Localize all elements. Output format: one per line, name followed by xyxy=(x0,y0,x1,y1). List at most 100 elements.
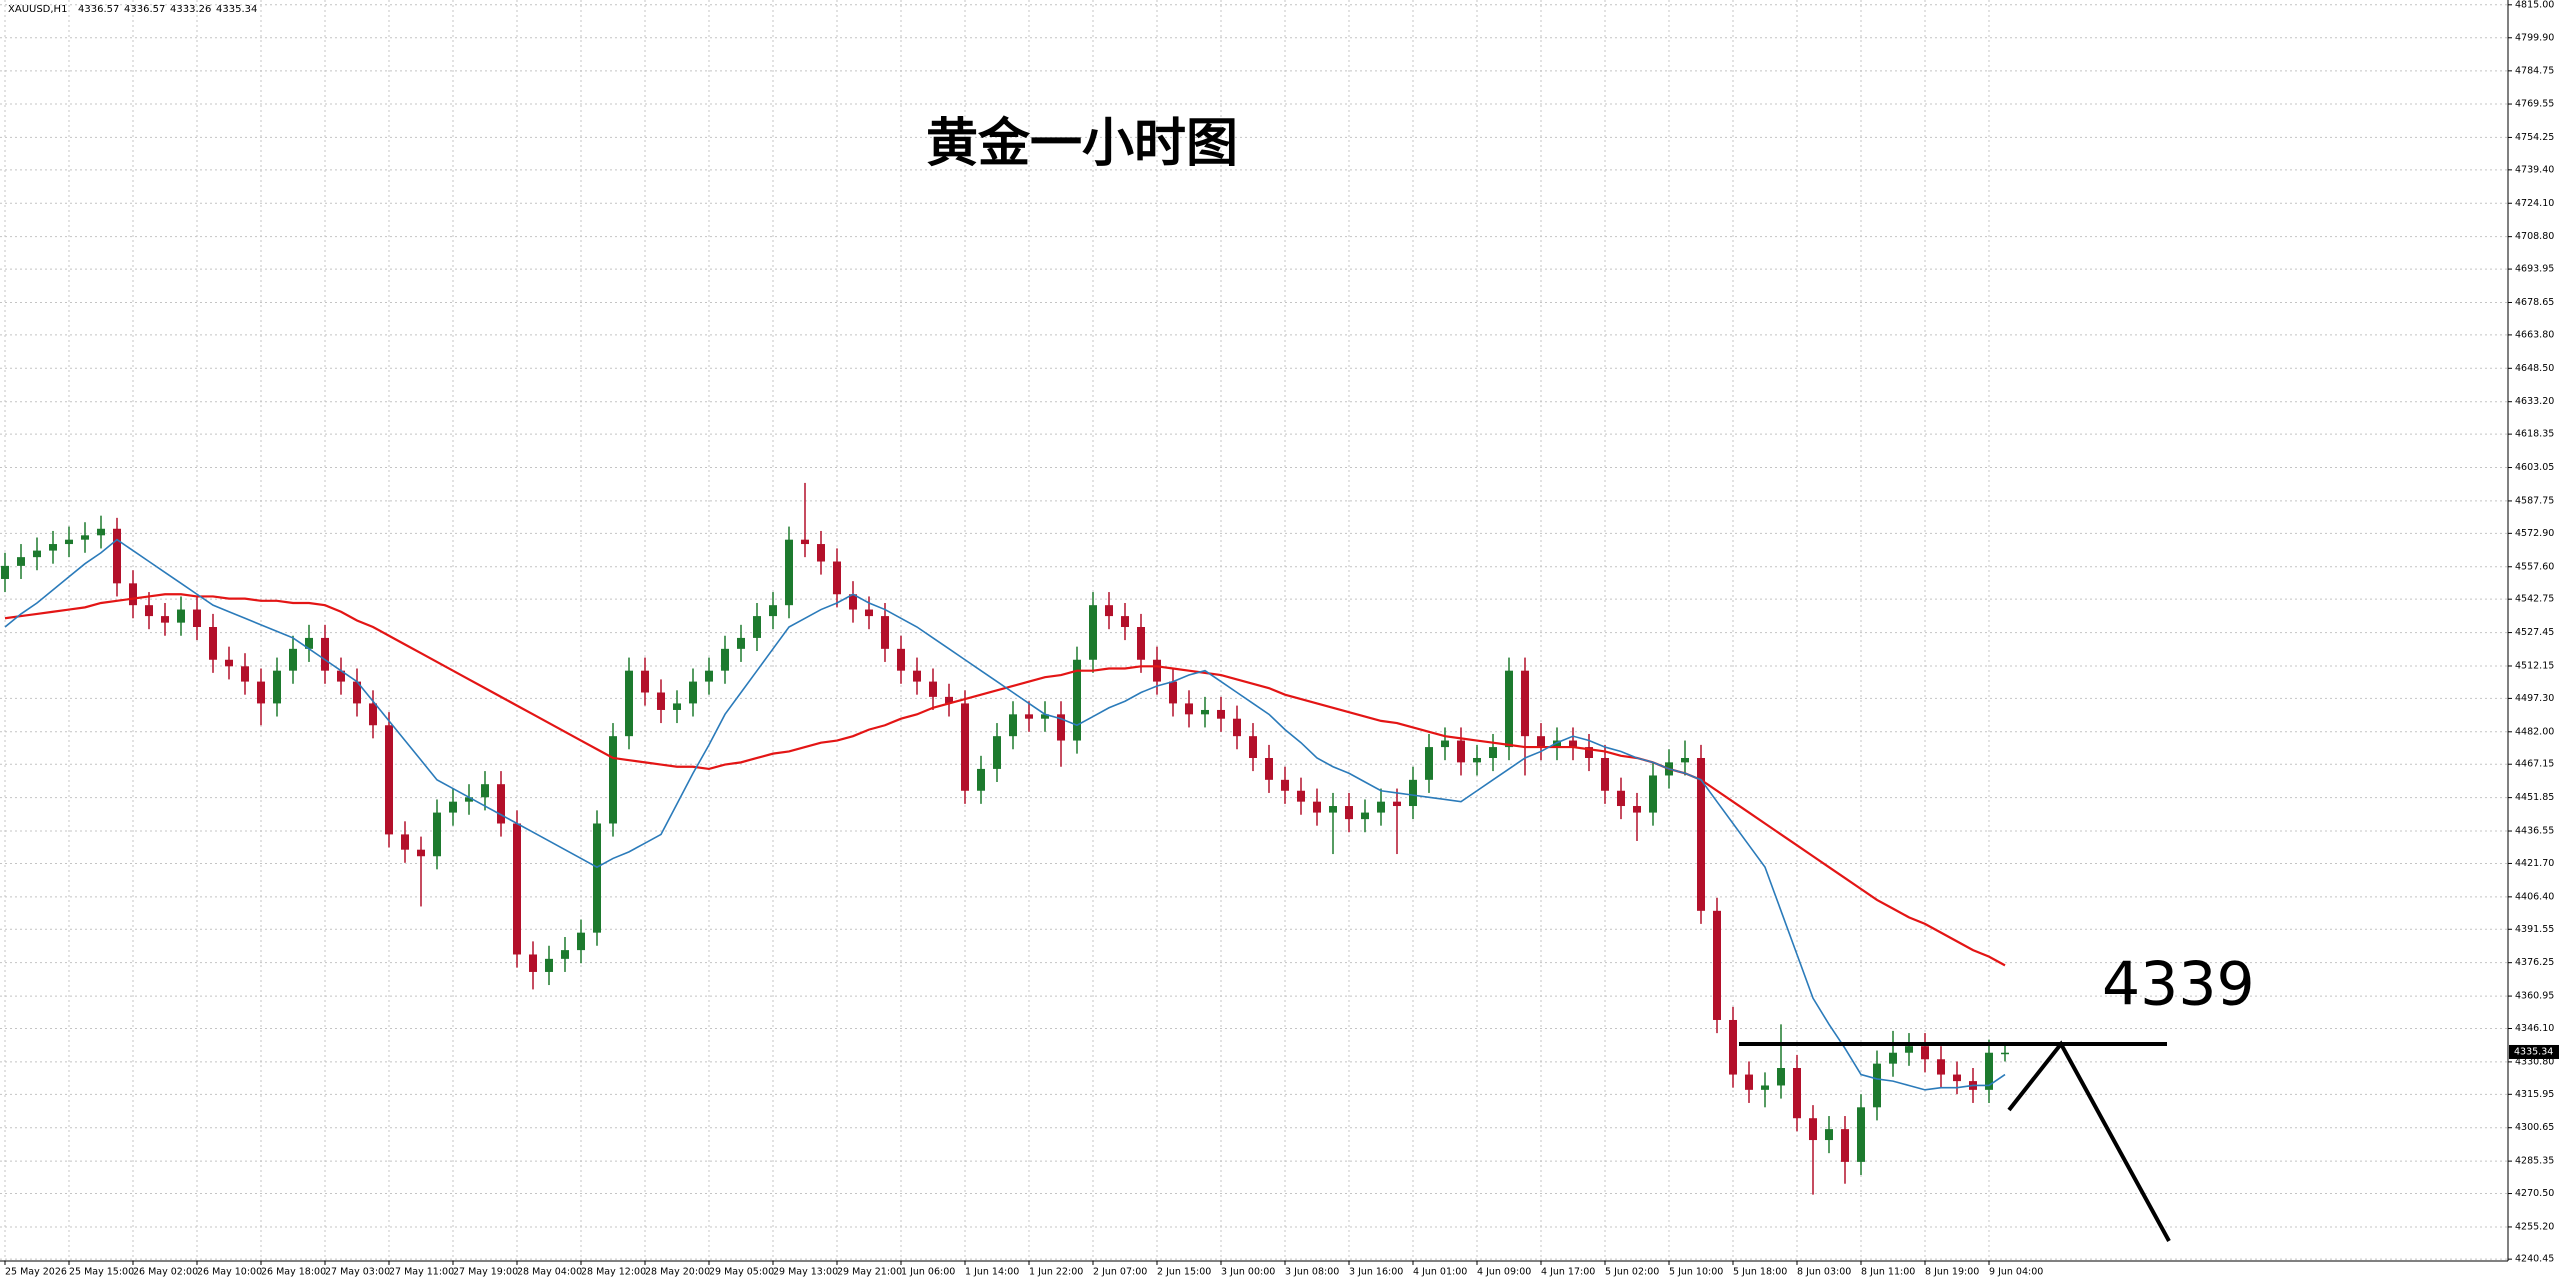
candle-body xyxy=(49,544,57,551)
y-tick-label: 4270.50 xyxy=(2515,1188,2554,1199)
y-tick-label: 4769.55 xyxy=(2515,99,2554,110)
candle-body xyxy=(1761,1085,1769,1090)
y-tick-label: 4391.55 xyxy=(2515,924,2554,935)
candle-body xyxy=(1361,812,1369,820)
candle-body xyxy=(305,637,313,649)
y-tick-label: 4467.15 xyxy=(2515,759,2554,770)
x-tick-label: 29 May 13:00 xyxy=(773,1267,838,1278)
x-tick-label: 1 Jun 22:00 xyxy=(1029,1267,1083,1278)
candle-body xyxy=(289,648,297,671)
candle-body xyxy=(1713,910,1721,1020)
x-tick-label: 29 May 21:00 xyxy=(837,1267,902,1278)
header-high: 4336.57 xyxy=(124,4,165,15)
candle-body xyxy=(17,557,25,566)
candle-body xyxy=(913,670,921,682)
candle-body xyxy=(817,544,825,562)
x-tick-label: 25 May 15:00 xyxy=(69,1267,134,1278)
candle-body xyxy=(385,725,393,835)
candle-body xyxy=(33,550,41,558)
candle-body xyxy=(97,528,105,536)
candle-body xyxy=(1729,1019,1737,1075)
candle-body xyxy=(929,681,937,697)
x-tick-label: 27 May 03:00 xyxy=(325,1267,390,1278)
candle-body xyxy=(801,539,809,545)
candle-body xyxy=(1857,1107,1865,1162)
candle-body xyxy=(1105,605,1113,617)
candle-body xyxy=(193,609,201,628)
candle-body xyxy=(1249,736,1257,758)
candle-body xyxy=(593,823,601,933)
candle-body xyxy=(417,849,425,857)
candle-body xyxy=(1985,1052,1993,1090)
candle-body xyxy=(545,958,553,972)
y-tick-label: 4482.00 xyxy=(2515,726,2554,737)
candle-body xyxy=(1265,757,1273,780)
candle-body xyxy=(81,535,89,540)
y-tick-label: 4618.35 xyxy=(2515,429,2554,440)
last-price-label: 4335.34 xyxy=(2514,1046,2553,1057)
candle-body xyxy=(897,648,905,671)
candle-body xyxy=(1633,806,1641,813)
x-tick-label: 8 Jun 11:00 xyxy=(1861,1267,1915,1278)
candle-body xyxy=(577,932,585,951)
candle-body xyxy=(1553,740,1561,748)
y-tick-label: 4603.05 xyxy=(2515,462,2554,473)
candle-body xyxy=(1025,714,1033,719)
candle-body xyxy=(273,670,281,704)
x-tick-label: 2 Jun 15:00 xyxy=(1157,1267,1211,1278)
candle-body xyxy=(65,539,73,545)
candle-body xyxy=(1041,714,1049,719)
candle-body xyxy=(369,703,377,726)
candle-body xyxy=(753,616,761,638)
y-tick-label: 4754.25 xyxy=(2515,132,2554,143)
y-tick-label: 4799.90 xyxy=(2515,32,2554,43)
x-tick-label: 4 Jun 01:00 xyxy=(1413,1267,1467,1278)
candle-body xyxy=(1073,659,1081,741)
candle-body xyxy=(1313,801,1321,813)
candle-body xyxy=(1169,681,1177,704)
y-tick-label: 4406.40 xyxy=(2515,891,2554,902)
candle-body xyxy=(993,736,1001,769)
moving-average xyxy=(4,538,2006,1091)
candle-body xyxy=(529,954,537,972)
level-label: 4339 xyxy=(2102,950,2255,1020)
candle-body xyxy=(1201,709,1209,715)
header-close: 4335.34 xyxy=(216,4,257,15)
candle-body xyxy=(225,659,233,667)
candle-body xyxy=(257,681,265,704)
y-tick-label: 4542.75 xyxy=(2515,594,2554,605)
y-tick-label: 4815.00 xyxy=(2515,0,2554,10)
x-tick-label: 26 May 10:00 xyxy=(197,1267,262,1278)
candle-body xyxy=(129,583,137,606)
candle-body xyxy=(1441,740,1449,748)
x-tick-label: 5 Jun 10:00 xyxy=(1669,1267,1723,1278)
y-tick-label: 4421.70 xyxy=(2515,858,2554,869)
candle-body xyxy=(1089,605,1097,660)
x-tick-label: 25 May 2026 xyxy=(5,1267,67,1278)
candle-body xyxy=(1217,709,1225,719)
candle-body xyxy=(401,834,409,850)
candle-body xyxy=(2001,1052,2009,1055)
y-tick-label: 4648.50 xyxy=(2515,363,2554,374)
candle-body xyxy=(1521,670,1529,737)
candle-body xyxy=(1009,714,1017,737)
candle-body xyxy=(433,812,441,857)
candle-body xyxy=(737,637,745,649)
candle-body xyxy=(849,594,857,610)
x-tick-label: 3 Jun 16:00 xyxy=(1349,1267,1403,1278)
candle-body xyxy=(1137,627,1145,660)
y-tick-label: 4739.40 xyxy=(2515,164,2554,175)
y-tick-label: 4436.55 xyxy=(2515,826,2554,837)
candle-body xyxy=(1153,659,1161,682)
candle-body xyxy=(1329,806,1337,813)
x-tick-label: 2 Jun 07:00 xyxy=(1093,1267,1147,1278)
candle-body xyxy=(161,616,169,623)
candle-body xyxy=(1505,670,1513,748)
candle-body xyxy=(1377,801,1385,813)
candle-body xyxy=(1777,1068,1785,1086)
candle-body xyxy=(177,609,185,623)
candle-body xyxy=(1617,790,1625,807)
chart-title: 黄金一小时图 xyxy=(926,114,1238,174)
header-low: 4333.26 xyxy=(170,4,211,15)
